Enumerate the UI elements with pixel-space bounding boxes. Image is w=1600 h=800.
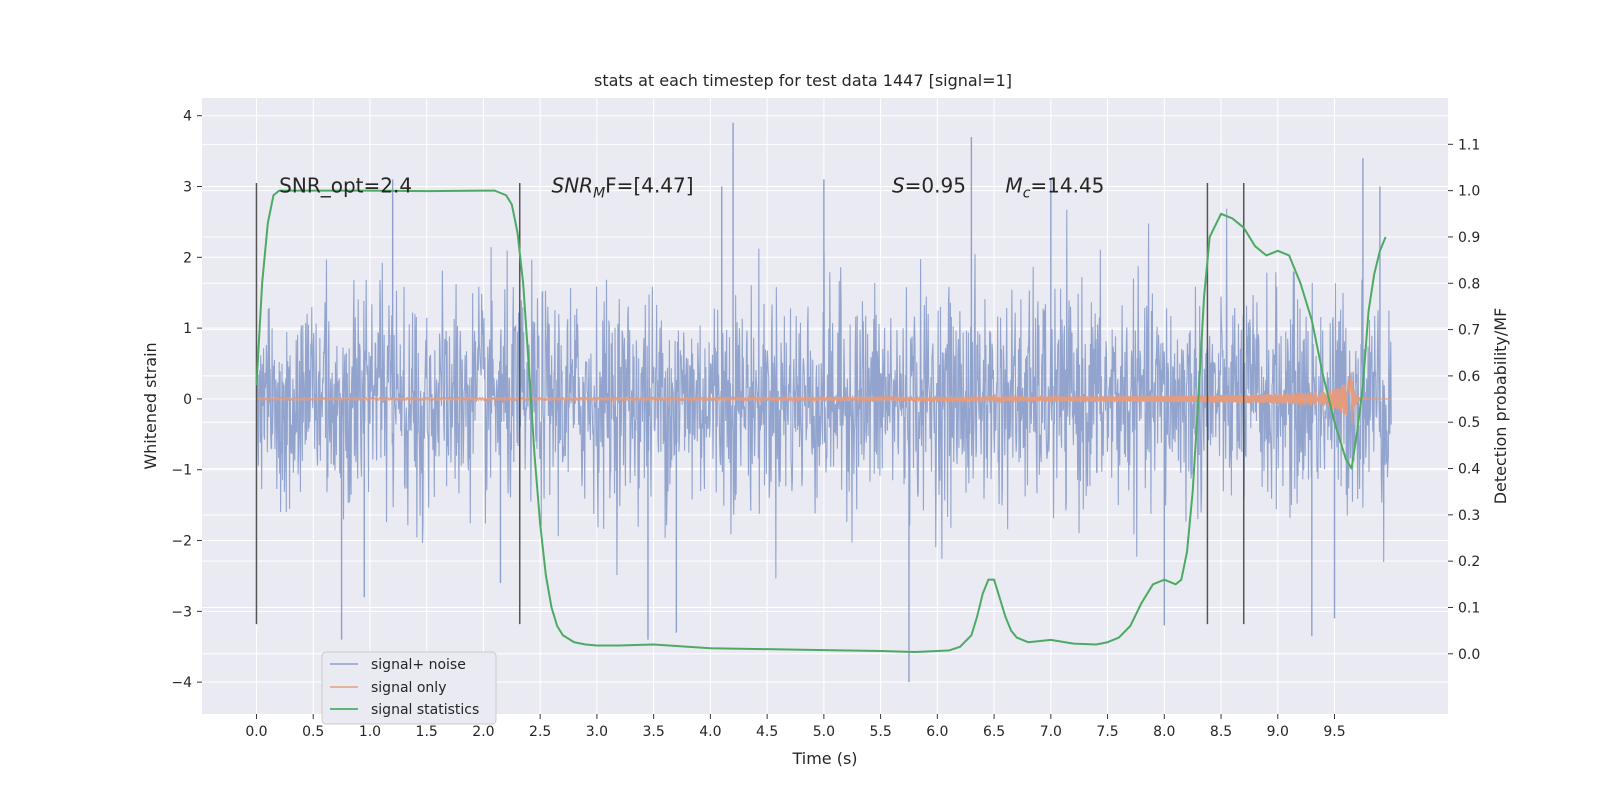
series-signal-only — [256, 372, 1392, 423]
stats-line — [255, 189, 1387, 653]
y2-tick-label: 0.5 — [1458, 415, 1480, 431]
y2-axis-label: Detection probability/MF — [1491, 308, 1510, 505]
y-tick-label: 2 — [183, 250, 192, 266]
y2-tick-label: 0.9 — [1458, 230, 1480, 246]
y2-tick-label: 0.8 — [1458, 276, 1480, 292]
y2-tick-label: 1.0 — [1458, 184, 1480, 200]
legend-box — [321, 651, 497, 725]
annotation: SNRMF=[4.47] — [552, 174, 694, 202]
annotation-part: M — [1005, 174, 1022, 198]
y2-tick-label: 0.6 — [1458, 369, 1480, 385]
y-tick-label: 0 — [183, 392, 192, 408]
annotation-part: SNR_opt=2.4 — [279, 174, 412, 198]
x-tick-label: 4.5 — [756, 724, 778, 740]
x-tick-label: 0.0 — [245, 724, 267, 740]
y-tick-label: 3 — [183, 180, 192, 196]
x-axis-label: Time (s) — [791, 749, 857, 768]
annotation-subscript: M — [593, 186, 605, 202]
x-axis-ticks: 0.0 0.5 1.0 1.5 2.0 2.5 3.0 3.5 4.0 4.5 5.0 5.5 6.0 6… — [245, 714, 1346, 740]
y-axis-label: Whitened strain — [141, 342, 160, 469]
x-tick-label: 4.0 — [699, 724, 721, 740]
y2-tick-label: 1.1 — [1458, 137, 1480, 153]
x-tick-label: 8.0 — [1153, 724, 1175, 740]
annotation: SNR_opt=2.4 — [279, 174, 412, 198]
y-tick-label: 4 — [183, 109, 192, 125]
x-tick-label: 9.0 — [1267, 724, 1289, 740]
x-tick-label: 7.0 — [1040, 724, 1062, 740]
y2-tick-label: 0.4 — [1458, 462, 1480, 478]
y2-tick-label: 0.2 — [1458, 554, 1480, 570]
y2-tick-label: 0.3 — [1458, 508, 1480, 524]
x-tick-label: 2.5 — [529, 724, 551, 740]
annotation-part: SNR — [552, 174, 594, 198]
annotations: SNR_opt=2.4 SNRMF=[4.47] S=0.95 Mc=14.45 — [279, 174, 1104, 202]
annotation-part: S — [892, 174, 905, 198]
y-tick-label: −2 — [171, 534, 192, 550]
y2-axis-ticks: 1.1 1.0 0.9 0.8 0.7 0.6 0.5 0.4 0.3 0.2 0.1 0.0 — [1448, 137, 1480, 663]
x-tick-label: 2.0 — [472, 724, 494, 740]
y2-tick-label: 0.7 — [1458, 323, 1480, 339]
x-tick-label: 3.5 — [643, 724, 665, 740]
x-tick-label: 0.5 — [302, 724, 324, 740]
legend-label-stats: signal statistics — [371, 702, 479, 718]
annotation-value: =14.45 — [1030, 174, 1104, 198]
legend: signal+ noise signal only signal statist… — [321, 651, 497, 725]
x-tick-label: 1.0 — [359, 724, 381, 740]
y-tick-label: −3 — [171, 604, 192, 620]
x-tick-label: 6.5 — [983, 724, 1005, 740]
x-tick-label: 1.5 — [416, 724, 438, 740]
chart-title: stats at each timestep for test data 144… — [594, 71, 1012, 90]
x-tick-label: 5.0 — [813, 724, 835, 740]
y-tick-label: −4 — [171, 675, 192, 691]
x-tick-label: 8.5 — [1210, 724, 1232, 740]
annotation: S=0.95 — [892, 174, 966, 198]
legend-label-signal: signal only — [371, 680, 446, 696]
x-tick-label: 3.0 — [586, 724, 608, 740]
signal-line — [256, 372, 1392, 423]
y-tick-label: 1 — [183, 321, 192, 337]
x-tick-label: 9.5 — [1323, 724, 1345, 740]
annotation: Mc=14.45 — [1005, 174, 1104, 202]
annotation-subscript: c — [1023, 186, 1031, 202]
annotation-value: F=[4.47] — [605, 174, 693, 198]
legend-label-noise: signal+ noise — [371, 657, 466, 673]
x-tick-label: 7.5 — [1096, 724, 1118, 740]
y2-tick-label: 0.0 — [1458, 647, 1480, 663]
y-tick-label: −1 — [171, 463, 192, 479]
y2-tick-label: 0.1 — [1458, 600, 1480, 616]
annotation-value: =0.95 — [905, 174, 966, 198]
x-tick-label: 5.5 — [869, 724, 891, 740]
series-signal-statistics — [255, 189, 1387, 653]
x-tick-label: 6.0 — [926, 724, 948, 740]
y-axis-ticks: 4 3 2 1 0 −1 −2 −3 −4 — [171, 109, 202, 691]
